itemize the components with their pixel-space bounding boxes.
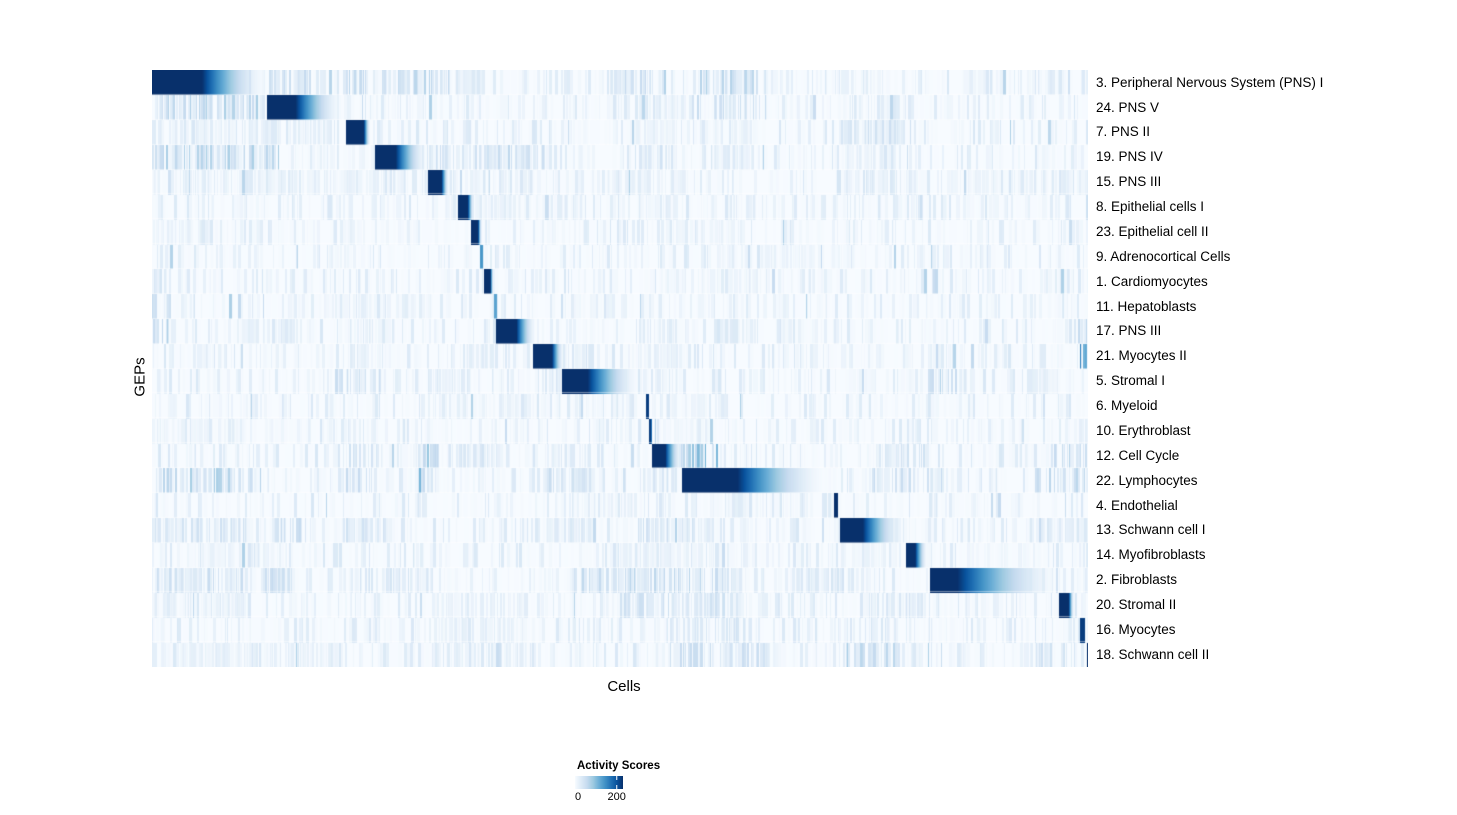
row-label: 16. Myocytes (1096, 621, 1176, 637)
row-label: 4. Endothelial (1096, 497, 1178, 513)
row-label: 14. Myofibroblasts (1096, 547, 1206, 563)
row-label: 9. Adrenocortical Cells (1096, 248, 1231, 264)
row-label: 22. Lymphocytes (1096, 472, 1198, 488)
row-label: 21. Myocytes II (1096, 348, 1187, 364)
row-labels: 3. Peripheral Nervous System (PNS) I 24. … (1096, 70, 1456, 667)
row-label: 2. Fibroblasts (1096, 572, 1178, 588)
legend-gradient-bar (575, 776, 623, 789)
row-label: 20. Stromal II (1096, 597, 1177, 613)
legend-tick-mark (615, 785, 618, 789)
row-label: 10. Erythroblast (1096, 422, 1191, 438)
row-label: 17. PNS III (1096, 323, 1162, 339)
row-label: 23. Epithelial cell II (1096, 223, 1209, 239)
legend-tick-mark (615, 776, 618, 780)
heatmap-canvas (152, 70, 1088, 667)
row-label: 19. PNS IV (1096, 149, 1163, 165)
legend-title: Activity Scores (577, 760, 661, 772)
row-label: 15. PNS III (1096, 174, 1162, 190)
legend-tick-labels: 0 200 (575, 791, 715, 805)
row-label: 12. Cell Cycle (1096, 447, 1180, 463)
row-label: 6. Myeloid (1096, 398, 1158, 414)
row-label: 18. Schwann cell II (1096, 646, 1210, 662)
row-label: 24. PNS V (1096, 99, 1160, 115)
x-axis-label: Cells (607, 678, 641, 695)
row-label: 11. Hepatoblasts (1096, 298, 1197, 314)
row-label: 13. Schwann cell I (1096, 522, 1206, 538)
legend-tick-label-max: 200 (607, 791, 626, 803)
row-label: 3. Peripheral Nervous System (PNS) I (1096, 74, 1324, 90)
row-label: 5. Stromal I (1096, 373, 1166, 389)
row-label: 1. Cardiomyocytes (1096, 273, 1208, 289)
row-label: 7. PNS II (1096, 124, 1151, 140)
legend-tick-label-min: 0 (574, 791, 582, 803)
activity-scores-legend: Activity Scores 0 200 (575, 760, 715, 805)
y-axis-label: GEPs (131, 357, 149, 397)
row-label: 8. Epithelial cells I (1096, 199, 1205, 215)
